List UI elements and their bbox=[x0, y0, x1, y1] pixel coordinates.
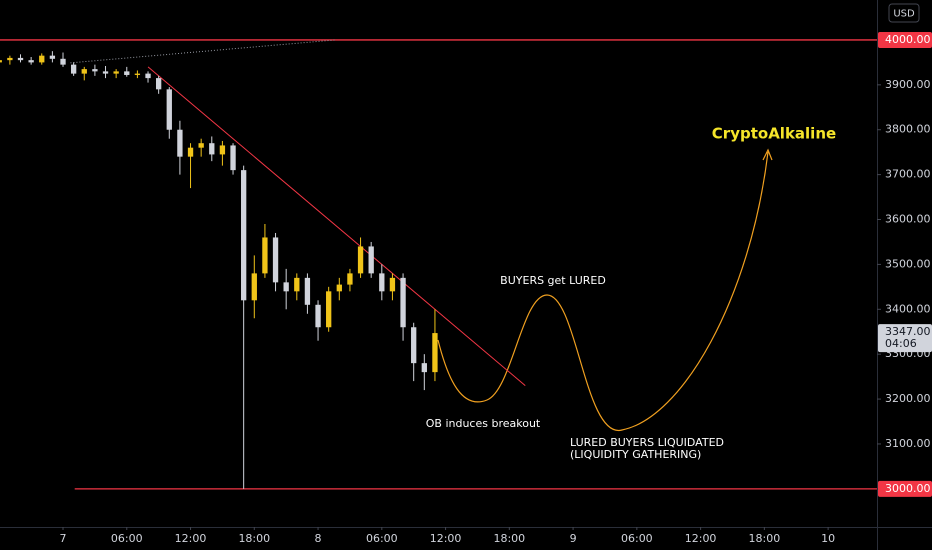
dotted-line bbox=[70, 39, 336, 64]
price-tag-label: 4000.00 bbox=[885, 33, 931, 46]
candle-body bbox=[219, 145, 226, 155]
candle-body bbox=[187, 147, 194, 157]
candle-body bbox=[368, 246, 374, 274]
candle-body bbox=[81, 69, 87, 74]
x-tick-label: 9 bbox=[570, 532, 577, 545]
y-tick-label: 3700.00 bbox=[885, 168, 931, 181]
candle-body bbox=[7, 57, 13, 61]
annotation: LURED BUYERS LIQUIDATED bbox=[570, 436, 724, 449]
candle-body bbox=[251, 273, 257, 301]
annotation: (LIQUIDITY GATHERING) bbox=[570, 448, 701, 461]
last-price-tag bbox=[878, 324, 932, 353]
y-tick-label: 3600.00 bbox=[885, 213, 931, 226]
annotation: OB induces breakout bbox=[426, 417, 541, 430]
annotation: BUYERS get LURED bbox=[500, 274, 606, 287]
candle-body bbox=[0, 60, 2, 63]
x-tick-label: 06:00 bbox=[366, 532, 398, 545]
x-tick-label: 7 bbox=[60, 532, 67, 545]
y-tick-label: 3900.00 bbox=[885, 78, 931, 91]
trendline bbox=[147, 66, 526, 386]
candle-body bbox=[421, 363, 427, 373]
last-price-label: 3347.00 bbox=[885, 325, 931, 338]
x-tick-label: 12:00 bbox=[430, 532, 462, 545]
candle-body bbox=[102, 71, 109, 74]
candle-body bbox=[198, 143, 204, 148]
candle-body bbox=[347, 273, 353, 285]
candle-body bbox=[411, 327, 417, 364]
candle-body bbox=[336, 284, 342, 292]
x-tick-label: 18:00 bbox=[493, 532, 525, 545]
x-tick-label: 06:00 bbox=[621, 532, 653, 545]
candle-body bbox=[400, 277, 406, 328]
currency-badge[interactable] bbox=[888, 3, 920, 23]
candle-body bbox=[283, 282, 289, 292]
candle-body bbox=[432, 333, 438, 373]
y-tick-label: 3400.00 bbox=[885, 302, 931, 315]
candle-body bbox=[166, 89, 172, 130]
price-tag bbox=[878, 480, 932, 497]
x-tick-label: 10 bbox=[821, 532, 835, 545]
candle-body bbox=[28, 60, 34, 63]
x-tick-label: 18:00 bbox=[749, 532, 781, 545]
candle-body bbox=[134, 73, 141, 75]
candle-body bbox=[49, 55, 56, 59]
candle-body bbox=[272, 237, 279, 283]
candle-body bbox=[209, 143, 215, 155]
y-tick-label: 3200.00 bbox=[885, 392, 931, 405]
x-tick-label: 18:00 bbox=[238, 532, 270, 545]
candle-body bbox=[177, 129, 183, 157]
candle-body bbox=[39, 55, 45, 63]
candle-body bbox=[145, 73, 151, 79]
currency: USD bbox=[893, 9, 915, 20]
candle-body bbox=[262, 237, 268, 274]
brand-label: CryptoAlkaline bbox=[712, 125, 836, 143]
x-tick-label: 12:00 bbox=[175, 532, 207, 545]
candle-body bbox=[326, 291, 332, 328]
x-tick-label: 8 bbox=[315, 532, 322, 545]
candle-body bbox=[92, 69, 98, 72]
y-tick-label: 3800.00 bbox=[885, 123, 931, 136]
y-tick-label: 3100.00 bbox=[885, 437, 931, 450]
candle-body bbox=[294, 277, 300, 292]
candle-body bbox=[17, 57, 24, 61]
x-tick-label: 06:00 bbox=[111, 532, 143, 545]
candle-body bbox=[124, 71, 130, 75]
price-tag bbox=[878, 31, 932, 48]
candle-body bbox=[304, 277, 311, 305]
projection-curve bbox=[437, 151, 769, 431]
countdown: 04:06 bbox=[885, 337, 917, 350]
candle-body bbox=[230, 145, 236, 171]
candle-body bbox=[389, 277, 396, 292]
candle-body bbox=[241, 170, 247, 301]
price-tag-label: 3000.00 bbox=[885, 482, 931, 495]
x-tick-label: 12:00 bbox=[685, 532, 717, 545]
candle-body bbox=[113, 71, 119, 74]
y-tick-label: 3500.00 bbox=[885, 257, 931, 270]
projection-arrow bbox=[762, 148, 773, 161]
candle-body bbox=[155, 78, 162, 90]
candle-body bbox=[60, 58, 66, 65]
candle-body bbox=[315, 304, 321, 328]
candle-body bbox=[70, 64, 77, 74]
candle-body bbox=[379, 273, 385, 292]
candle-body bbox=[357, 246, 364, 274]
